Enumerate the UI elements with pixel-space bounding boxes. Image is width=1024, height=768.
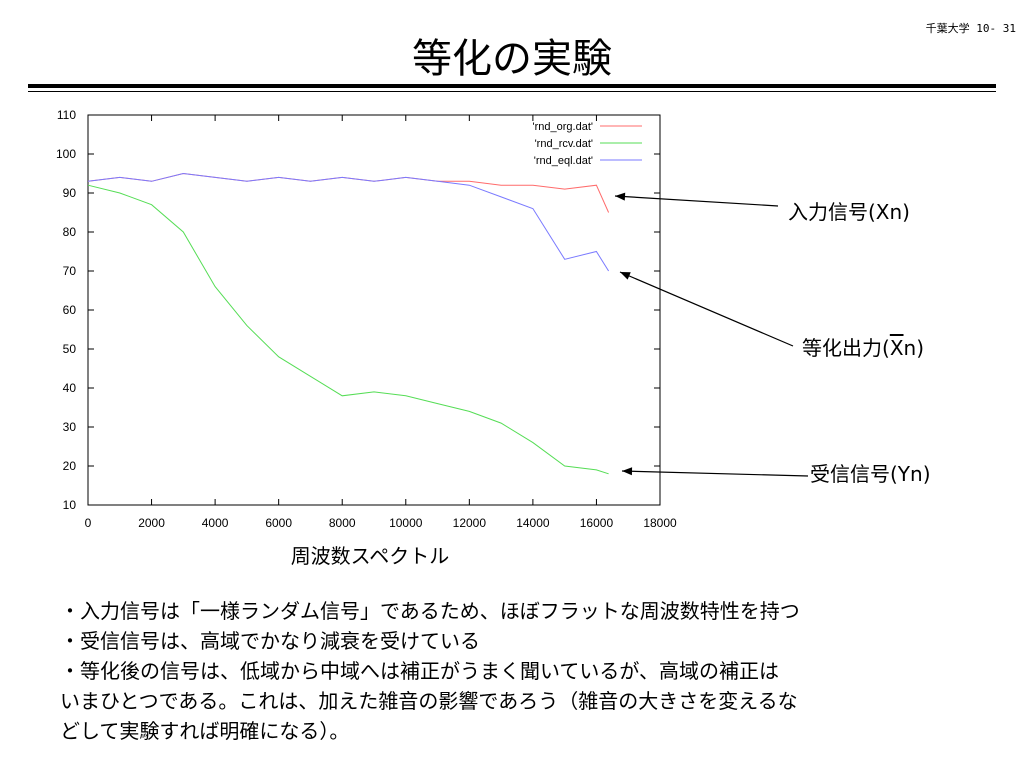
arrow-shaft xyxy=(619,271,794,347)
x-tick-label: 10000 xyxy=(389,516,423,530)
plot-frame xyxy=(87,114,661,506)
annotation-output-suffix: n) xyxy=(903,336,924,360)
arrow-head xyxy=(615,192,626,201)
chart-legend: 'rnd_org.dat' 'rnd_rcv.dat' 'rnd_eql.dat' xyxy=(533,121,642,167)
series-line-2 xyxy=(87,172,610,272)
legend-label: 'rnd_rcv.dat' xyxy=(535,138,593,150)
arrow-equalized-output xyxy=(619,271,794,347)
arrow-head xyxy=(622,467,633,476)
annotation-output-prefix: 等化出力( xyxy=(802,336,890,360)
y-tick-label: 40 xyxy=(63,381,77,395)
arrow-head xyxy=(620,272,631,280)
y-tick-label: 30 xyxy=(63,420,77,434)
arrow-shaft xyxy=(621,470,809,477)
y-tick-label: 90 xyxy=(63,186,77,200)
annotation-input-signal: 入力信号(Xn) xyxy=(788,200,910,224)
x-tick-label: 18000 xyxy=(643,516,677,530)
title-rule-thick xyxy=(28,84,996,88)
y-tick-label: 70 xyxy=(63,264,77,278)
y-axis-ticks: 10 20 30 40 50 60 70 80 90 100 110 xyxy=(56,108,660,512)
annotation-output-overline: X xyxy=(889,336,904,360)
y-tick-label: 110 xyxy=(57,108,76,122)
title-rule-thin xyxy=(28,91,996,92)
arrow-received-signal xyxy=(621,467,809,477)
bullet-line: いまひとつである。これは、加えた雑音の影響であろう（雑音の大きさを変えるな xyxy=(60,689,798,713)
y-tick-label: 60 xyxy=(63,303,77,317)
legend-label: 'rnd_org.dat' xyxy=(533,121,593,133)
plot-frame-rect xyxy=(87,114,661,506)
x-axis-label: 周波数スペクトル xyxy=(290,544,450,568)
x-tick-label: 12000 xyxy=(453,516,487,530)
bullet-list: ・入力信号は「一様ランダム信号」であるため、ほぼフラットな周波数特性を持つ ・受… xyxy=(60,596,960,746)
series-lines xyxy=(87,172,610,475)
x-tick-label: 2000 xyxy=(138,516,165,530)
series-line-1 xyxy=(87,184,609,475)
legend-label: 'rnd_eql.dat' xyxy=(534,155,593,167)
annotation-arrows xyxy=(614,192,809,477)
x-tick-label: 14000 xyxy=(516,516,550,530)
bullet-line: どして実験すれば明確になる）。 xyxy=(60,719,350,743)
x-tick-label: 4000 xyxy=(202,516,229,530)
series-line-0 xyxy=(87,172,610,213)
arrow-shaft xyxy=(614,195,779,207)
y-tick-label: 10 xyxy=(63,498,77,512)
x-axis-ticks: 0 2000 4000 6000 8000 10000 12000 14000 16000 180… xyxy=(85,115,677,530)
bullet-line: ・入力信号は「一様ランダム信号」であるため、ほぼフラットな周波数特性を持つ xyxy=(60,599,800,623)
y-tick-label: 20 xyxy=(63,459,77,473)
x-tick-label: 6000 xyxy=(265,516,292,530)
x-tick-label: 0 xyxy=(85,516,92,530)
y-tick-label: 50 xyxy=(63,342,77,356)
arrow-input-signal xyxy=(614,192,779,207)
y-tick-label: 80 xyxy=(63,225,77,239)
y-tick-label: 100 xyxy=(56,147,76,161)
bullet-line: ・受信信号は、高域でかなり減衰を受けている xyxy=(60,629,480,653)
page-number: 千葉大学 10- 31 xyxy=(925,22,1016,35)
bullet-line: ・等化後の信号は、低域から中域へは補正がうまく聞いているが、高域の補正は xyxy=(60,659,779,683)
annotation-received-signal: 受信信号(Yn) xyxy=(810,462,931,486)
x-tick-label: 16000 xyxy=(580,516,614,530)
slide-title: 等化の実験 xyxy=(412,36,612,82)
x-tick-label: 8000 xyxy=(329,516,356,530)
annotation-equalized-output: 等化出力(Xn) xyxy=(802,332,924,361)
